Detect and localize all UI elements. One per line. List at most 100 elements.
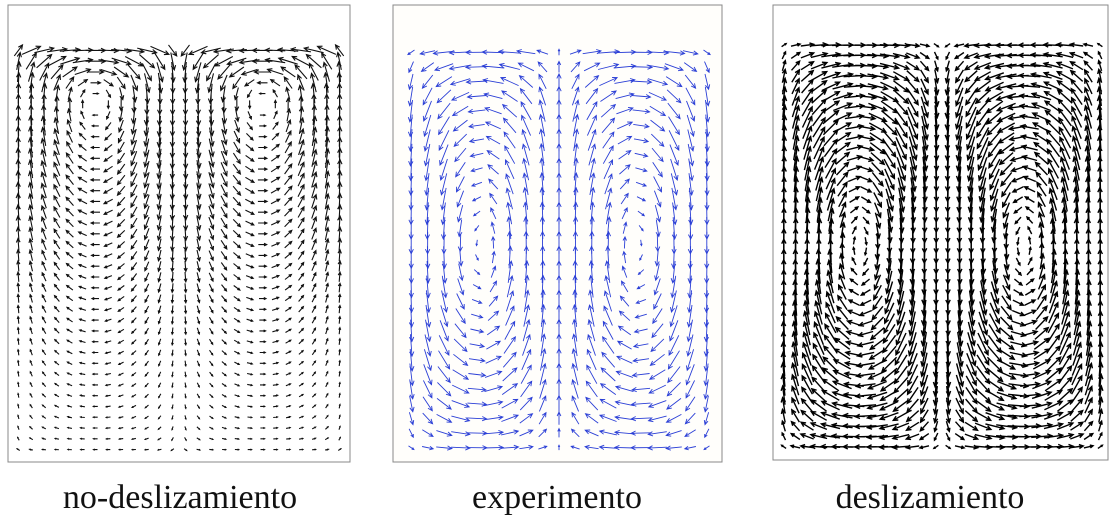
vector-arrow [491, 250, 496, 264]
vector-arrow [869, 142, 887, 155]
vector-arrow [221, 415, 228, 419]
vector-arrow [298, 415, 305, 419]
vector-arrow [298, 338, 305, 345]
vector-arrow [669, 144, 679, 167]
vector-arrow [209, 393, 214, 399]
vector-arrow [337, 180, 343, 200]
vector-arrow [620, 192, 629, 205]
vector-arrow [220, 173, 228, 188]
vector-arrow [630, 416, 651, 422]
vector-arrow [234, 394, 241, 398]
vector-arrow [184, 393, 187, 399]
vector-arrow [248, 100, 252, 110]
vector-arrow [77, 198, 88, 205]
vector-arrow [571, 411, 580, 425]
vector-arrow [920, 352, 928, 378]
vector-arrow [868, 337, 886, 351]
vector-arrow [653, 176, 662, 193]
vector-arrow [143, 138, 150, 158]
vector-arrow [647, 445, 667, 451]
vector-arrow [29, 293, 33, 303]
vector-arrow [154, 52, 166, 71]
vector-arrow [686, 319, 693, 343]
vector-arrow [851, 256, 857, 266]
vector-arrow [156, 448, 162, 451]
vector-arrow [1055, 51, 1074, 59]
vector-arrow [1061, 289, 1070, 315]
vector-arrow [28, 437, 34, 441]
vector-arrow [170, 327, 174, 336]
vector-arrow [945, 444, 952, 450]
vector-arrow [886, 198, 894, 223]
vector-arrow [284, 174, 293, 185]
vector-arrow [311, 315, 317, 324]
vector-arrow [801, 374, 814, 395]
vector-arrow [285, 372, 292, 376]
vector-arrow [141, 63, 152, 82]
vector-arrow [104, 122, 112, 131]
vector-arrow [272, 394, 279, 397]
vector-arrow [664, 63, 684, 72]
vector-arrow [589, 245, 595, 269]
vector-arrow [1043, 422, 1065, 430]
vector-arrow [967, 332, 977, 357]
vector-arrow [311, 338, 317, 345]
vector-arrow [538, 395, 547, 412]
vector-arrow [1000, 171, 1013, 187]
vector-arrow [884, 291, 894, 315]
vector-arrow [1034, 326, 1050, 340]
vector-arrow [184, 349, 187, 357]
vector-arrow [53, 116, 60, 135]
vector-arrow [258, 92, 266, 95]
vector-arrow [896, 301, 905, 327]
vector-arrow [1097, 50, 1103, 60]
vector-arrow [521, 348, 532, 371]
vector-arrow [78, 340, 86, 344]
vector-arrow [246, 122, 254, 131]
vector-arrow [144, 415, 149, 420]
vector-arrow [1059, 155, 1070, 181]
vector-arrow [633, 328, 648, 334]
vector-arrow [1072, 145, 1081, 171]
vector-arrow [614, 415, 635, 421]
vector-arrow [170, 260, 175, 273]
vector-arrow [803, 289, 810, 315]
vector-arrow [171, 349, 174, 357]
vector-arrow [258, 145, 268, 150]
vector-arrow [157, 261, 162, 273]
vector-arrow [487, 310, 500, 321]
vector-arrow [245, 154, 255, 162]
vector-arrow [91, 318, 99, 322]
vector-arrow [41, 415, 47, 419]
vector-arrow [66, 404, 73, 408]
vector-arrow [157, 249, 162, 263]
vector-arrow [456, 190, 465, 208]
vector-arrow [196, 261, 201, 273]
vector-arrow [29, 315, 33, 324]
vector-arrow [605, 187, 613, 210]
vector-arrow [40, 159, 47, 178]
vector-arrow [856, 341, 874, 348]
vector-arrow [920, 69, 930, 84]
vector-arrow [246, 89, 253, 99]
vector-arrow [266, 68, 284, 76]
vector-arrow [260, 394, 267, 397]
vector-arrow [570, 445, 580, 450]
vector-arrow [184, 382, 187, 389]
vector-arrow [863, 257, 869, 267]
vector-arrow [143, 205, 150, 220]
vector-arrow [257, 188, 269, 193]
vector-arrow [232, 241, 242, 249]
vector-arrow [991, 270, 999, 295]
vector-arrow [602, 336, 615, 354]
vector-arrow [573, 201, 579, 225]
vector-arrow [103, 285, 112, 290]
vector-arrow [891, 444, 910, 450]
vector-arrow [260, 405, 266, 408]
vector-arrow [17, 370, 20, 377]
vector-arrow [245, 253, 255, 258]
vector-arrow [977, 332, 989, 357]
vector-arrow [846, 309, 861, 317]
vector-arrow [130, 206, 138, 219]
vector-arrow [441, 275, 448, 299]
